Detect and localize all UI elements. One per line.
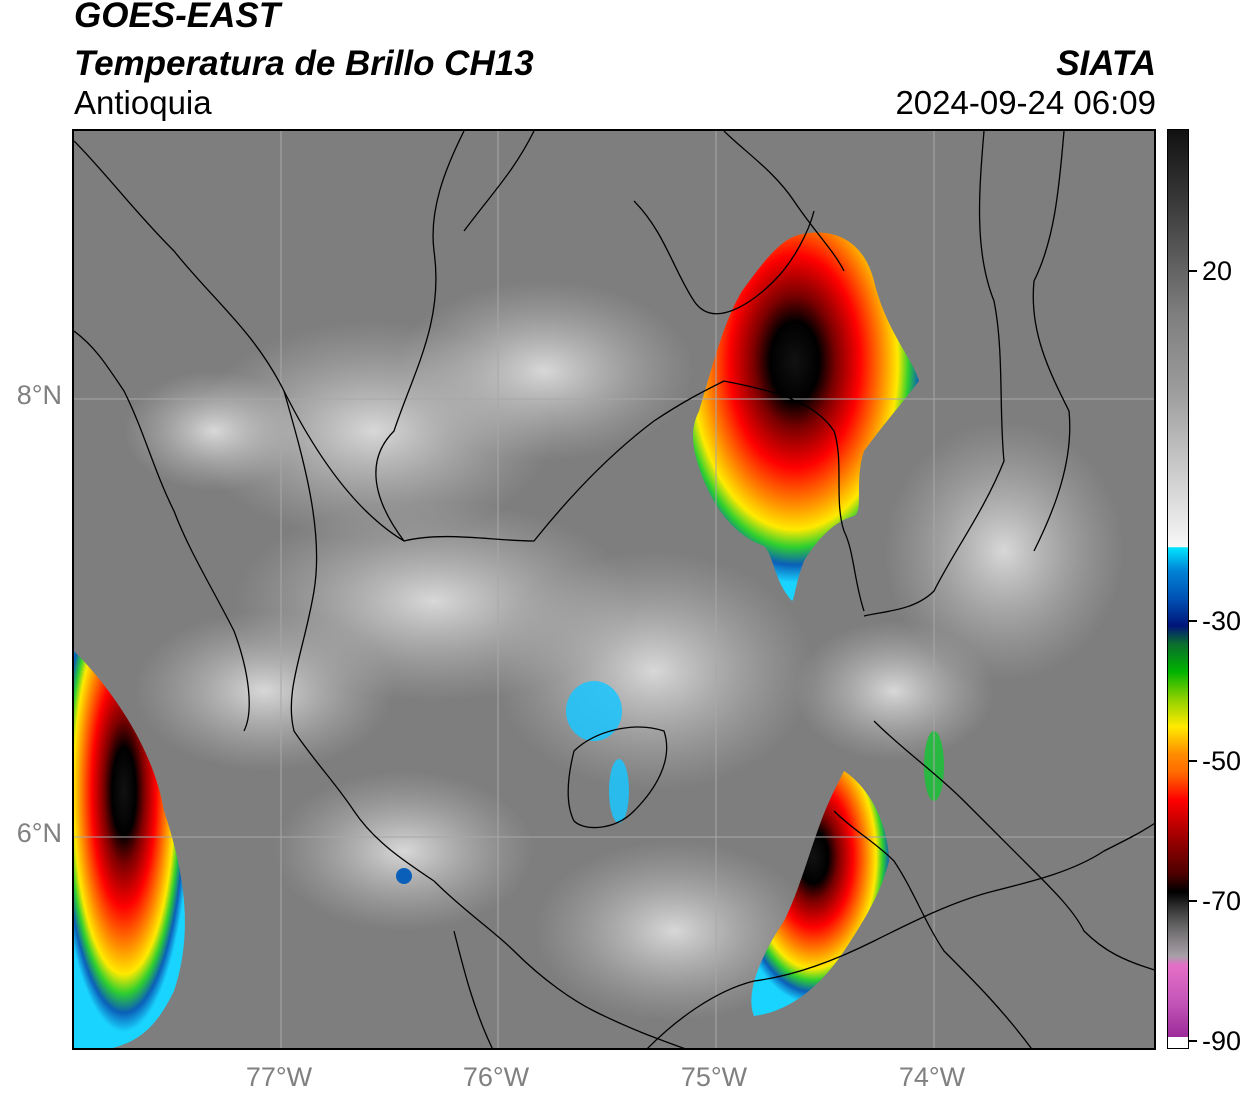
lon-label-75w: 75°W (680, 1062, 748, 1092)
map-panel[interactable] (72, 129, 1156, 1050)
colorbar (1167, 129, 1189, 1049)
storm-cell-southeast (751, 771, 889, 1016)
lat-label-8n: 8°N (16, 380, 62, 410)
storm-cell-west-edge (74, 651, 185, 1048)
title-region: Antioquia (74, 84, 212, 121)
colorbar-label-neg90: -90 (1202, 1026, 1242, 1056)
colorbar-label-20: 20 (1202, 256, 1233, 286)
storm-cell-north (692, 232, 919, 601)
political-boundaries (74, 131, 1154, 1048)
convective-cells (74, 232, 944, 1048)
lat-label-6n: 6°N (16, 818, 62, 848)
satellite-map (74, 131, 1154, 1048)
colorbar-label-neg70: -70 (1202, 886, 1242, 916)
cloud-cell-central-south (609, 759, 629, 823)
colorbar-label-neg50: -50 (1202, 746, 1242, 776)
cloud-cell-central (566, 681, 622, 741)
cloud-texture (124, 281, 1124, 1021)
colorbar-tick-neg70 (1189, 900, 1197, 902)
colorbar-tick-neg30 (1189, 620, 1197, 622)
cloud-cell-west (396, 868, 412, 884)
title-datetime: 2024-09-24 06:09 (895, 84, 1156, 121)
colorbar-label-neg30: -30 (1202, 606, 1242, 636)
title-product: Temperatura de Brillo CH13 (74, 44, 534, 83)
colorbar-tick-neg50 (1189, 760, 1197, 762)
lon-label-74w: 74°W (898, 1062, 966, 1092)
lon-label-76w: 76°W (462, 1062, 530, 1092)
colorbar-tick-20 (1189, 270, 1197, 272)
title-agency: SIATA (1056, 44, 1156, 83)
lon-label-77w: 77°W (245, 1062, 313, 1092)
colorbar-tick-neg90 (1189, 1040, 1197, 1042)
title-satellite: GOES-EAST (74, 0, 281, 35)
